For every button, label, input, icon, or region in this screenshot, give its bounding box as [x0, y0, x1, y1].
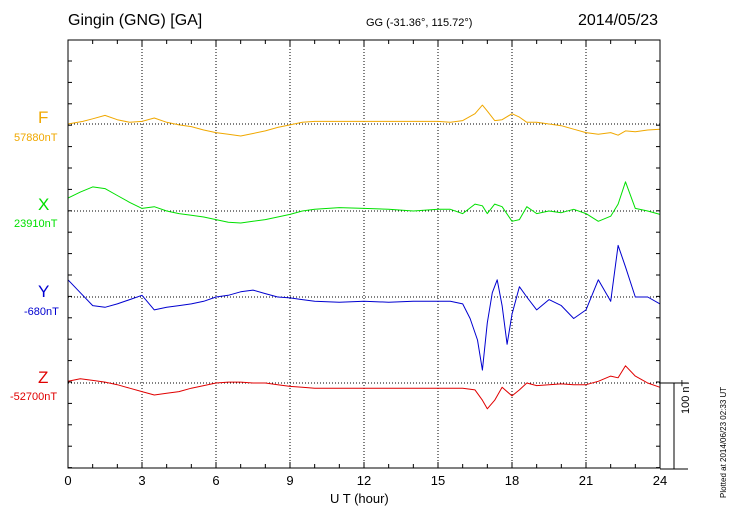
- series-line-x: [67, 181, 661, 224]
- series-baseline-x: 23910nT: [14, 218, 58, 230]
- station-title: Gingin (GNG) [GA]: [68, 12, 203, 29]
- series-line-f: [67, 104, 661, 137]
- series-baseline-y: -680nT: [24, 306, 59, 318]
- series-label-x: X: [38, 195, 50, 214]
- station-coordinates: GG (-31.36°, 115.72°): [366, 17, 473, 29]
- plotted-timestamp: Plotted at 2014/06/23 02:33 UT: [719, 386, 728, 498]
- axis-ticks: 0 3 6 9 12 15 18 21 24: [64, 40, 667, 488]
- x-tick-label: 24: [653, 473, 667, 488]
- x-tick-label: 6: [212, 473, 219, 488]
- x-tick-label: 9: [286, 473, 293, 488]
- series-baseline-z: -52700nT: [10, 391, 58, 403]
- series-baseline-f: 57880nT: [14, 132, 58, 144]
- x-tick-label: 12: [357, 473, 371, 488]
- x-tick-label: 0: [64, 473, 71, 488]
- series-label-y: Y: [38, 282, 50, 301]
- x-tick-label: 18: [505, 473, 519, 488]
- scale-bar: [660, 382, 688, 470]
- series-lines: [67, 104, 661, 410]
- plot-date: 2014/05/23: [578, 12, 659, 29]
- x-tick-label: 21: [579, 473, 593, 488]
- scale-bar-label: 100 nT: [680, 379, 692, 414]
- series-line-z: [67, 365, 661, 410]
- x-tick-label: 3: [138, 473, 145, 488]
- series-line-y: [67, 244, 661, 371]
- series-label-z: Z: [38, 368, 49, 387]
- x-axis-label: U T (hour): [330, 491, 389, 506]
- x-tick-label: 15: [431, 473, 445, 488]
- series-label-f: F: [38, 108, 49, 127]
- grid-lines: [68, 40, 660, 468]
